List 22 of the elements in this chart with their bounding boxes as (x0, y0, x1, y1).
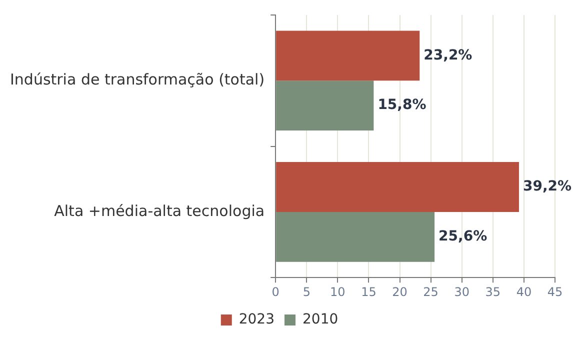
x-tick-label: 40 (516, 284, 532, 299)
bar (276, 212, 435, 262)
x-tick-label: 5 (302, 284, 310, 299)
y-tick-label: Alta +média-alta tecnologia (54, 202, 265, 220)
data-label: 15,8% (378, 97, 426, 114)
x-tick-label: 0 (272, 284, 280, 299)
legend-label: 2023 (238, 312, 275, 328)
legend-label: 2010 (302, 312, 338, 328)
bar (276, 30, 420, 81)
bar (276, 80, 374, 131)
y-tick-label: Indústria de transformação (total) (10, 70, 265, 89)
x-tick-label: 10 (330, 284, 346, 299)
x-tick-label: 30 (454, 284, 470, 299)
x-tick-label: 20 (392, 284, 408, 299)
data-label: 25,6% (438, 228, 488, 245)
x-tick-label: 35 (485, 284, 501, 299)
data-label: 23,2% (424, 47, 472, 64)
x-tick-label: 25 (423, 284, 438, 299)
x-tick-label: 15 (361, 284, 376, 299)
data-label: 39,2% (522, 178, 572, 195)
x-tick-label: 45 (547, 284, 563, 299)
bar (276, 162, 519, 212)
